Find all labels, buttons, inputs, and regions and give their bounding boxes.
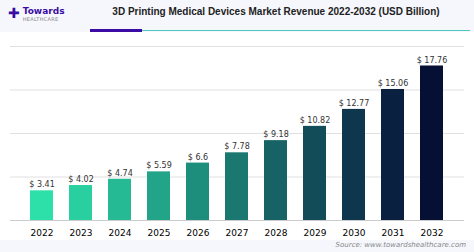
svg-text:2023: 2023 <box>70 228 93 238</box>
svg-text:$ 5.59: $ 5.59 <box>146 161 171 170</box>
svg-text:2031: 2031 <box>382 228 405 238</box>
svg-text:2028: 2028 <box>265 228 288 238</box>
svg-text:$ 9.18: $ 9.18 <box>263 130 288 139</box>
svg-text:$ 4.02: $ 4.02 <box>68 175 93 184</box>
svg-text:2022: 2022 <box>31 228 54 238</box>
svg-text:$ 10.82: $ 10.82 <box>300 116 331 125</box>
svg-text:$ 3.41: $ 3.41 <box>29 180 54 189</box>
svg-text:2024: 2024 <box>109 228 132 238</box>
svg-text:2025: 2025 <box>148 228 171 238</box>
svg-text:$ 4.74: $ 4.74 <box>107 169 132 178</box>
svg-text:2027: 2027 <box>226 228 249 238</box>
svg-text:$ 12.77: $ 12.77 <box>339 99 370 108</box>
html-text:Source: www.towardshealthcare.: Source: www.towardshealthcare.com <box>335 241 466 249</box>
html-text:✚Towards: ✚Towards <box>8 5 65 21</box>
svg-text:2026: 2026 <box>187 228 210 238</box>
svg-text:$ 17.76: $ 17.76 <box>417 56 448 65</box>
html-text:HEALTHCARE: HEALTHCARE <box>22 16 59 22</box>
svg-text:2030: 2030 <box>343 228 366 238</box>
svg-text:$ 15.06: $ 15.06 <box>378 79 409 88</box>
svg-text:2029: 2029 <box>304 228 327 238</box>
html-text:3D Printing Medical Devices Ma: 3D Printing Medical Devices Market Reven… <box>112 6 440 17</box>
svg-text:$ 7.78: $ 7.78 <box>224 142 249 151</box>
svg-text:$ 6.6: $ 6.6 <box>188 153 208 162</box>
svg-text:2032: 2032 <box>421 228 444 238</box>
